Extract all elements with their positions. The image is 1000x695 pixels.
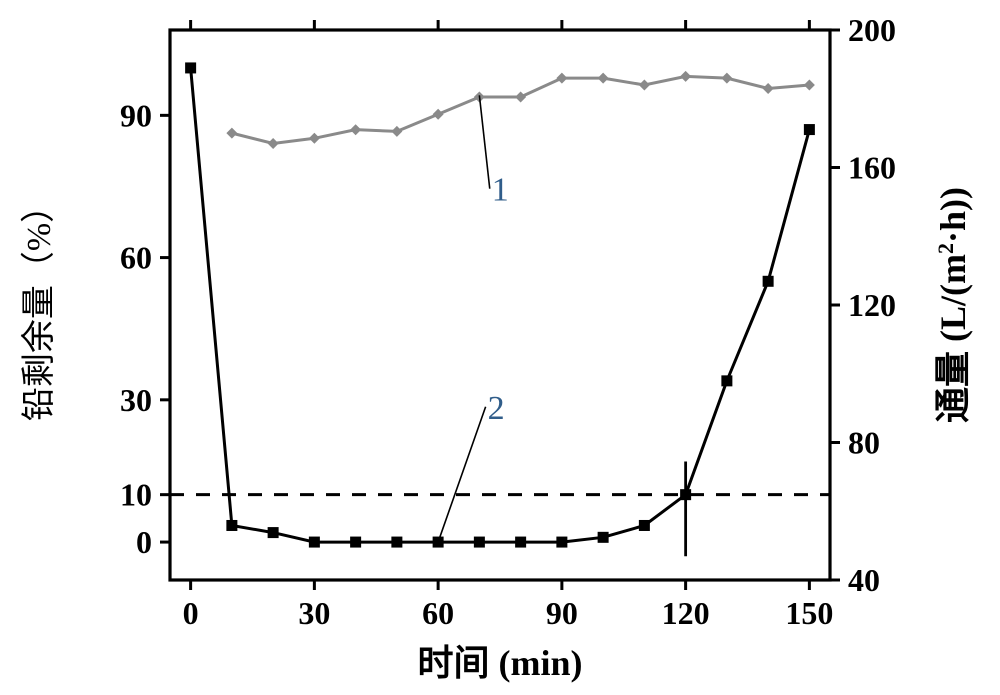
series2-marker <box>804 124 815 135</box>
x-tick-label: 30 <box>298 595 330 631</box>
annotation-label: 2 <box>488 390 505 427</box>
x-axis-label: 时间 (min) <box>417 643 582 683</box>
dual-axis-chart: 0 30 60 90 120 150 0 10 30 60 90 40 80 120 160 200 时间 (m… <box>0 0 1000 695</box>
series2-marker <box>185 62 196 73</box>
y-right-tick-label: 200 <box>848 12 896 48</box>
series2-marker <box>598 532 609 543</box>
y-right-tick-label: 160 <box>848 150 896 186</box>
x-tick-label: 0 <box>183 595 199 631</box>
series2-marker <box>721 375 732 386</box>
chart-container: 0 30 60 90 120 150 0 10 30 60 90 40 80 120 160 200 时间 (m… <box>0 0 1000 695</box>
series2-marker <box>391 537 402 548</box>
y-left-tick-label: 10 <box>120 477 152 513</box>
y-right-tick-label: 40 <box>848 562 880 598</box>
series2-marker <box>680 489 691 500</box>
y-left-axis-label: 铅剩余量（%） <box>20 189 58 421</box>
x-tick-label: 120 <box>662 595 710 631</box>
y-left-tick-label: 0 <box>136 524 152 560</box>
series2-marker <box>268 527 279 538</box>
x-tick-label: 60 <box>422 595 454 631</box>
y-left-tick-label: 60 <box>120 240 152 276</box>
series2-marker <box>639 520 650 531</box>
series2-marker <box>556 537 567 548</box>
series2-marker <box>350 537 361 548</box>
series2-marker <box>474 537 485 548</box>
y-right-tick-label: 80 <box>848 425 880 461</box>
y-left-tick-label: 30 <box>120 382 152 418</box>
series2-marker <box>763 276 774 287</box>
series2-marker <box>226 520 237 531</box>
x-tick-label: 150 <box>785 595 833 631</box>
y-right-tick-label: 120 <box>848 287 896 323</box>
x-tick-label: 90 <box>546 595 578 631</box>
series2-marker <box>515 537 526 548</box>
y-left-tick-label: 90 <box>120 97 152 133</box>
y-right-axis-label: 通量 (L/(m2·h)) <box>933 187 974 423</box>
annotation-label: 1 <box>492 172 509 209</box>
series2-marker <box>309 537 320 548</box>
